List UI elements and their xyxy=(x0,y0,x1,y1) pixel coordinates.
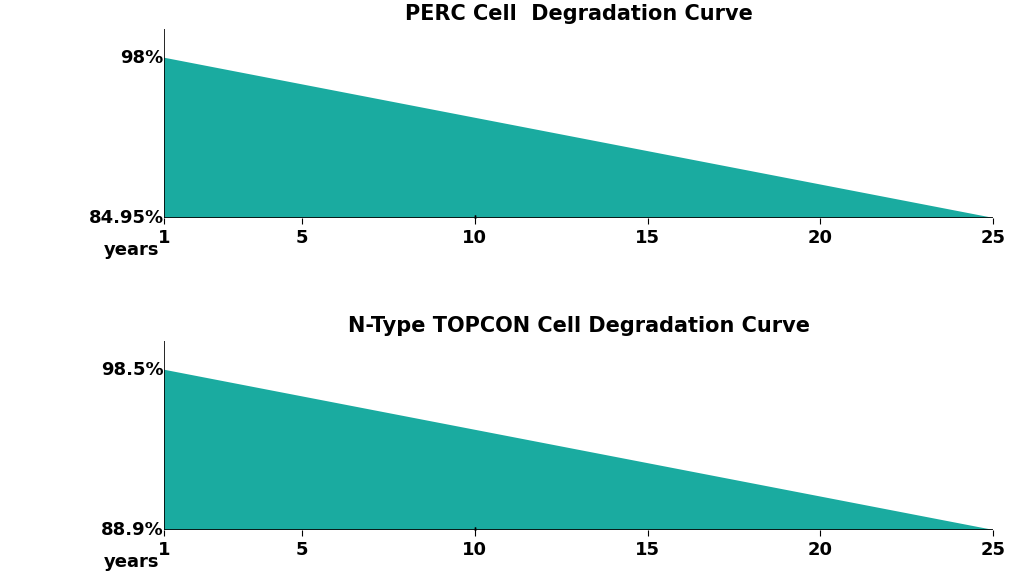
Polygon shape xyxy=(164,58,993,218)
Title: PERC Cell  Degradation Curve: PERC Cell Degradation Curve xyxy=(404,5,753,24)
Text: 84.95%: 84.95% xyxy=(89,209,164,227)
Text: 98%: 98% xyxy=(121,48,164,67)
Text: years: years xyxy=(104,241,160,259)
Text: years: years xyxy=(104,552,160,571)
Polygon shape xyxy=(164,370,993,530)
Text: 88.9%: 88.9% xyxy=(101,521,164,539)
Title: N-Type TOPCON Cell Degradation Curve: N-Type TOPCON Cell Degradation Curve xyxy=(347,316,810,336)
Text: 98.5%: 98.5% xyxy=(101,361,164,378)
